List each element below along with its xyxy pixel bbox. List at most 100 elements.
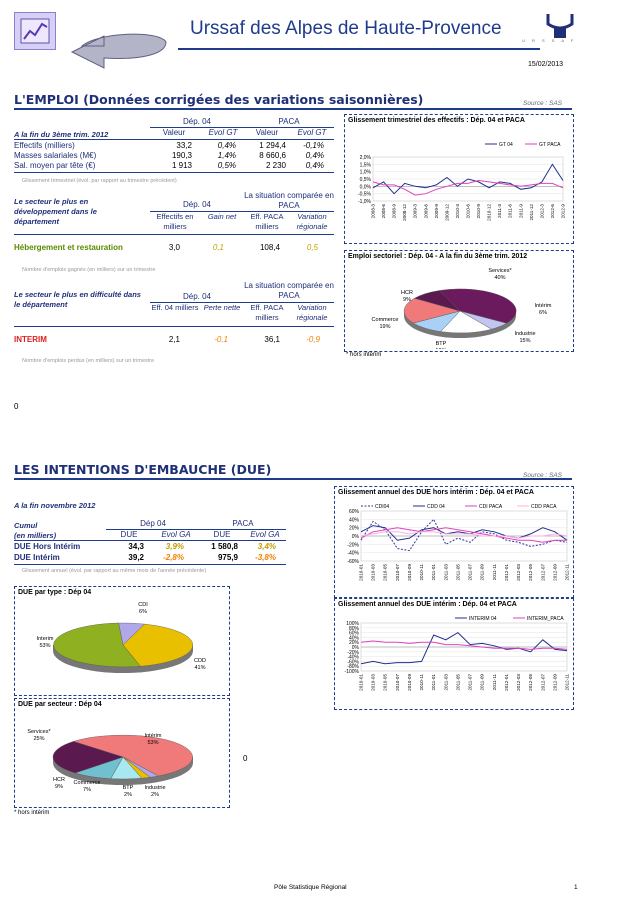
slice-label: BTP bbox=[123, 785, 134, 791]
due-title: LES INTENTIONS D'EMBAUCHE (DUE) bbox=[14, 462, 272, 477]
row-e04: 1,4% bbox=[217, 151, 236, 160]
chart-due-interim: Glissement annuel des DUE intérim : Dép.… bbox=[334, 598, 574, 710]
x-tick-label: 2008-6 bbox=[381, 204, 386, 219]
slice-value: 53% bbox=[39, 643, 50, 649]
dev-col1: Effectifs en milliers bbox=[156, 212, 194, 231]
row-vpaca: 2 230 bbox=[265, 161, 286, 170]
series-line bbox=[360, 518, 568, 552]
pie-slice bbox=[53, 622, 141, 668]
legend-label: CDD PACA bbox=[531, 504, 557, 510]
emploi-title: L'EMPLOI (Données corrigées des variatio… bbox=[14, 92, 424, 107]
diff-dep: Dép. 04 bbox=[182, 292, 212, 301]
diff-v1: 2,1 bbox=[168, 335, 180, 344]
y-tick-label: 2,0% bbox=[360, 155, 372, 161]
row-v04: 33,2 bbox=[176, 141, 192, 150]
due-col-due: DUE bbox=[120, 530, 138, 539]
pie-slice bbox=[413, 290, 461, 312]
slice-value: 19% bbox=[379, 324, 390, 330]
x-tick-label: 2012-07 bbox=[540, 674, 545, 691]
x-tick-label: 2010-6 bbox=[466, 204, 471, 219]
period-label: A la fin du 3ème trim. 2012 bbox=[14, 130, 109, 139]
slice-value: 6% bbox=[539, 310, 547, 316]
diff-note: Nombre d'emplois perdus (en milliers) su… bbox=[22, 358, 155, 364]
series-line bbox=[360, 525, 568, 541]
due-source: Source : SAS bbox=[523, 472, 563, 479]
dev-col2: Gain net bbox=[207, 212, 237, 221]
back-arrow-icon bbox=[64, 24, 174, 79]
chart-title: Glissement annuel des DUE hors intérim :… bbox=[338, 489, 534, 496]
y-tick-label: 0% bbox=[352, 534, 360, 540]
x-tick-label: 2012-11 bbox=[565, 564, 570, 581]
x-tick-label: 2012-09 bbox=[552, 674, 557, 691]
row-v04: 190,3 bbox=[171, 151, 192, 160]
gt-note: Glissement trimestriel (évol. par rappor… bbox=[22, 178, 177, 184]
row-label: Sal. moyen par tête (€) bbox=[14, 161, 96, 170]
slice-value: 2% bbox=[151, 792, 159, 798]
chart-due-secteur: DUE par secteur : Dép 04 Intérim 53% Indus… bbox=[14, 698, 230, 808]
chart-svg: 2,0%1,5% 1,0%0,5%0,0% -0,5%-1,0%2008-3 2008… bbox=[358, 142, 566, 221]
legend-label: INTERIM_PACA bbox=[527, 616, 564, 622]
series-line bbox=[360, 527, 567, 543]
chart-title: Glissement annuel des DUE intérim : Dép.… bbox=[338, 601, 517, 608]
table-rule bbox=[150, 127, 334, 128]
chart-title: Emploi sectoriel : Dép. 04 - A la fin du… bbox=[348, 253, 528, 260]
slice-value: 7% bbox=[83, 787, 91, 793]
y-tick-label: -60% bbox=[347, 659, 359, 665]
due-underline bbox=[14, 478, 572, 480]
x-tick-label: 2010-03 bbox=[371, 674, 376, 691]
y-tick-label: -20% bbox=[347, 542, 359, 548]
dev-v1: 3,0 bbox=[168, 243, 180, 252]
x-tick-label: 2011-3 bbox=[497, 204, 502, 218]
legend-label: INTERIM 04 bbox=[469, 616, 497, 622]
y-tick-label: 20% bbox=[349, 526, 360, 532]
slice-value: 53% bbox=[147, 740, 158, 746]
slice-value: 6% bbox=[139, 609, 147, 615]
diff-paca: La situation comparée en PACA bbox=[244, 281, 334, 300]
x-tick-label: 2012-05 bbox=[528, 564, 533, 581]
x-tick-label: 2011-05 bbox=[455, 564, 460, 581]
x-tick-label: 2012-07 bbox=[540, 564, 545, 581]
diff-col3: Eff. PACA milliers bbox=[250, 303, 284, 322]
chart-title: DUE par secteur : Dép 04 bbox=[18, 701, 102, 708]
y-tick-label: 60% bbox=[349, 631, 360, 637]
slice-label: Intérim bbox=[145, 733, 162, 739]
slice-label: HCR bbox=[401, 290, 413, 296]
legend-label: CDI PACA bbox=[479, 504, 503, 510]
due-row-epaca: -3,8% bbox=[255, 553, 276, 562]
slice-label: Industrie bbox=[514, 331, 535, 337]
due-paca: PACA bbox=[232, 519, 254, 528]
x-tick-label: 2012-01 bbox=[504, 674, 509, 691]
x-tick-label: 2008-12 bbox=[402, 204, 407, 221]
row-e04: 0,5% bbox=[217, 161, 236, 170]
title-underline bbox=[178, 48, 540, 50]
row-epaca: 0,4% bbox=[305, 151, 324, 160]
diff-sector: INTERIM bbox=[14, 335, 47, 344]
col-valeur: Valeur bbox=[162, 128, 186, 137]
y-tick-label: 40% bbox=[349, 635, 360, 641]
col-valeur-paca: Valeur bbox=[255, 128, 279, 137]
due-milliers: (en milliers) bbox=[14, 531, 57, 540]
pie-slice bbox=[440, 310, 493, 334]
due-dep: Dép 04 bbox=[140, 519, 166, 528]
due-row-e04: 3,9% bbox=[165, 542, 184, 551]
x-tick-label: 2010-05 bbox=[383, 674, 388, 691]
header-date: 15/02/2013 bbox=[528, 61, 564, 68]
diff-label: Le secteur le plus en difficulté dans le… bbox=[14, 290, 141, 309]
hors-interim-note: * hors intérim bbox=[346, 352, 382, 358]
pie-slice bbox=[122, 623, 193, 667]
footer-center: Pôle Statistique Régional bbox=[274, 884, 347, 891]
table-rule bbox=[14, 564, 286, 565]
x-tick-label: 2009-9 bbox=[434, 204, 439, 219]
y-tick-label: 0,5% bbox=[360, 177, 372, 183]
emploi-source: Source : SAS bbox=[523, 100, 563, 107]
series-line bbox=[360, 631, 568, 665]
table-rule bbox=[150, 211, 334, 212]
row-epaca: -0,1% bbox=[303, 141, 324, 150]
slice-label: CDI bbox=[138, 602, 148, 608]
x-tick-label: 2010-05 bbox=[383, 564, 388, 581]
dev-label: Le secteur le plus en développement dans… bbox=[14, 197, 97, 226]
diff-v2: -0,1 bbox=[214, 335, 228, 344]
slice-value: 25% bbox=[33, 736, 44, 742]
y-tick-label: -1,0% bbox=[358, 199, 372, 205]
y-tick-label: -60% bbox=[347, 559, 359, 565]
